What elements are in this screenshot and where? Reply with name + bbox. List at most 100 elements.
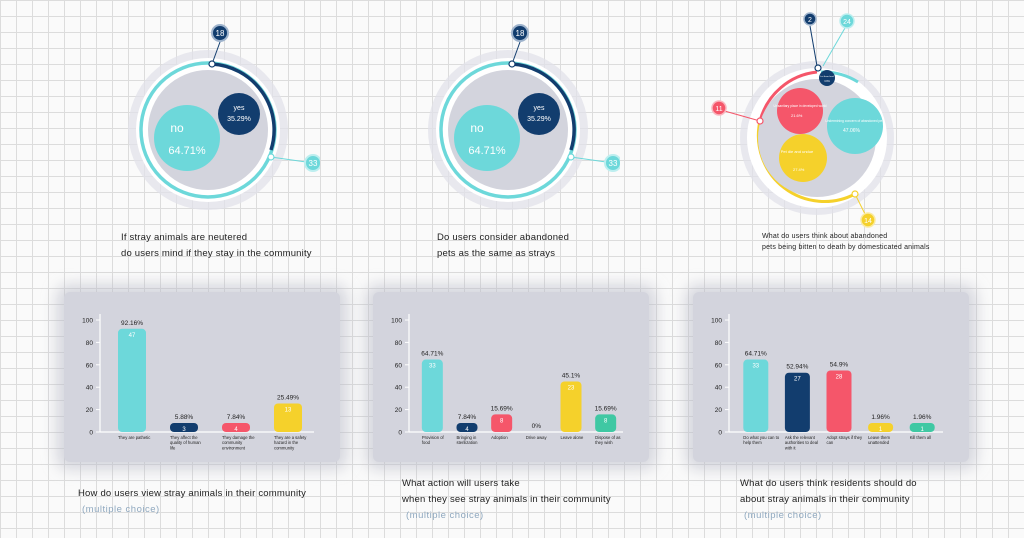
- badge-c: 11: [715, 106, 722, 113]
- y-tick-label: 80: [715, 340, 723, 347]
- y-tick-label: 100: [82, 318, 93, 325]
- count-label: 27: [794, 377, 801, 383]
- category-label: Ask the relevant authorities to deal with …: [785, 435, 818, 450]
- bubble-cyan-label: Undermining concern of abandoned pets: [825, 119, 885, 123]
- bubble-chart-2: 18 33 no 64.71% yes 35.29%: [428, 24, 620, 210]
- caption-line: What action will users take: [402, 478, 520, 489]
- badge-side: 33: [609, 159, 618, 168]
- badge-d: 14: [864, 218, 872, 225]
- category-label: They affect the quality of human life: [170, 435, 201, 450]
- y-tick-label: 20: [395, 407, 403, 414]
- count-label: 8: [604, 418, 608, 424]
- count-label: 13: [285, 407, 292, 413]
- bar: [274, 403, 302, 432]
- bubble-yellow-label: Pet die and undue: [781, 149, 814, 154]
- bubble-yes-label: yes: [234, 105, 245, 112]
- category-label: They damage the community environment: [222, 435, 255, 450]
- bar-caption-3: What do users think residents should do …: [740, 476, 917, 524]
- category-label: Leave alone: [561, 435, 584, 440]
- y-tick-label: 20: [715, 407, 723, 414]
- category-label: Adoption: [491, 435, 508, 440]
- value-label: 5.88%: [175, 414, 194, 421]
- y-tick-label: 60: [395, 362, 403, 369]
- bar-chart-2: 100 80 60 40 20 0 64.71% 33 Provision of food 7.84…: [391, 314, 623, 445]
- bubble-yes-label: yes: [534, 105, 545, 112]
- caption-line: What do users think about abandoned: [762, 233, 888, 240]
- bar: [170, 423, 198, 432]
- bar-caption-1: How do users view stray animals in their…: [78, 486, 306, 518]
- bar-caption-2: What action will users take when they se…: [402, 476, 611, 524]
- bar: [826, 370, 852, 432]
- value-label: 7.84%: [458, 414, 477, 421]
- caption-line: pets as the same as strays: [437, 248, 556, 259]
- bar: [784, 372, 810, 432]
- caption-sub: (multiple choice): [406, 510, 484, 521]
- count-label: 33: [752, 364, 759, 370]
- value-label: 1.96%: [871, 414, 890, 421]
- bubble-no-value: 64.71%: [468, 145, 506, 157]
- y-tick-label: 100: [391, 318, 402, 325]
- bubble-chart-1: 18 33 no 64.71% yes 35.29%: [128, 24, 320, 210]
- count-label: 4: [465, 427, 469, 433]
- bubble-chart-3: 2 24 11 14 Unsanitary place in developed…: [711, 12, 894, 228]
- bubble-navy-value: 3.9%: [824, 80, 830, 83]
- bar: [868, 423, 894, 432]
- value-label: 92.16%: [121, 320, 143, 327]
- value-label: 15.69%: [491, 405, 513, 412]
- value-label: 1.96%: [913, 414, 932, 421]
- bubble-no-value: 64.71%: [168, 145, 206, 157]
- count-label: 33: [429, 364, 436, 370]
- bubble-caption-3: What do users think about abandoned pets…: [762, 231, 930, 253]
- bubble-yes-value: 35.29%: [527, 116, 551, 123]
- category-label: Bringing in sterilization: [457, 435, 479, 445]
- bar-chart-3: 100 80 60 40 20 0 64.71% 33 Do what you can to he…: [711, 314, 943, 450]
- value-label: 0%: [532, 423, 542, 430]
- bubble-red-label: Unsanitary place in developed world: [774, 104, 827, 108]
- category-label: Leave them unattended: [868, 435, 890, 445]
- category-label: Adopt strays if they can: [827, 435, 864, 445]
- category-label: They are pathetic: [118, 435, 150, 440]
- bar: [421, 359, 443, 432]
- bar-chart-1: 100 80 60 40 20 0 92.16% 47 They are pathetic 5.8…: [82, 314, 314, 450]
- count-label: 47: [129, 333, 136, 339]
- count-label: 1: [879, 427, 883, 433]
- bar: [456, 423, 478, 432]
- bar-card-3: 100 80 60 40 20 0 64.71% 33 Do what you can to he…: [693, 292, 969, 462]
- caption-line: Do users consider abandoned: [437, 232, 570, 243]
- count-label: 3: [182, 427, 186, 433]
- y-tick-label: 0: [718, 430, 722, 437]
- caption-line: What do users think residents should do: [740, 478, 917, 489]
- caption-line: If stray animals are neutered: [121, 232, 248, 243]
- value-label: 64.71%: [745, 351, 767, 358]
- bar: [595, 414, 617, 432]
- bar: [743, 359, 769, 432]
- bubble-navy-label: Let them fend: [820, 75, 834, 78]
- y-tick-label: 20: [86, 407, 94, 414]
- bar: [909, 423, 935, 432]
- value-label: 54.9%: [830, 362, 849, 369]
- caption-line: when they see stray animals in their com…: [402, 494, 611, 505]
- bubble-no-label: no: [170, 121, 184, 135]
- y-tick-label: 0: [89, 430, 93, 437]
- badge-top: 18: [216, 29, 225, 38]
- bubble-red-value: 21.6%: [791, 113, 803, 118]
- y-tick-label: 40: [86, 385, 94, 392]
- caption-line: How do users view stray animals in their…: [78, 488, 307, 499]
- y-tick-label: 60: [86, 362, 94, 369]
- bar: [222, 423, 250, 432]
- count-label: 28: [836, 375, 843, 381]
- badge-side: 33: [309, 159, 318, 168]
- value-label: 15.69%: [595, 405, 617, 412]
- caption-line: about stray animals in their community: [740, 494, 910, 505]
- bubble-caption-1: If stray animals are neutered do users m…: [121, 230, 312, 262]
- y-tick-label: 80: [86, 340, 94, 347]
- bubble-yes-value: 35.29%: [227, 116, 251, 123]
- value-label: 64.71%: [421, 351, 443, 358]
- y-tick-label: 40: [715, 385, 723, 392]
- category-label: They are a safety hazard in the community: [274, 435, 307, 450]
- badge-top: 18: [516, 29, 525, 38]
- y-tick-label: 40: [395, 385, 403, 392]
- y-tick-label: 80: [395, 340, 403, 347]
- category-label: Do what you can to help them: [743, 435, 780, 445]
- bubble-no-label: no: [470, 121, 484, 135]
